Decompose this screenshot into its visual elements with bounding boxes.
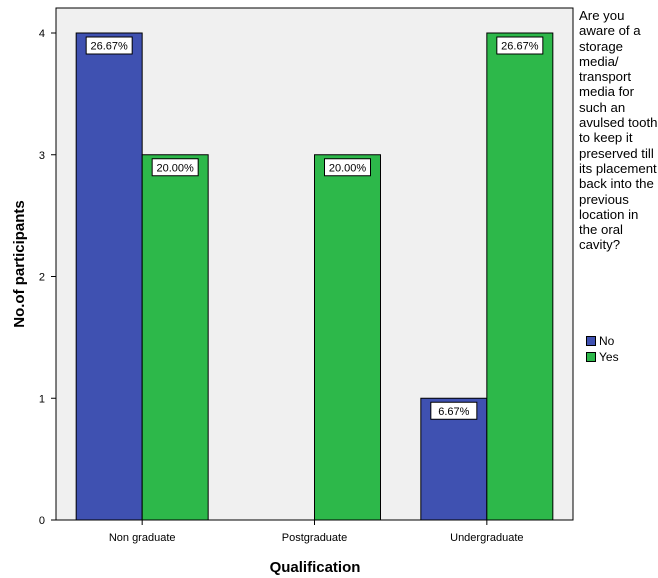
- x-tick-label: Non graduate: [109, 532, 176, 544]
- data-label-box: [496, 36, 544, 55]
- data-label-box: [151, 158, 199, 177]
- x-tick-label: Undergraduate: [450, 532, 523, 544]
- y-axis-title: No.of participants: [11, 200, 28, 328]
- data-label-box: [430, 401, 478, 420]
- data-label: 20.00%: [157, 162, 195, 174]
- y-tick-label: 2: [39, 272, 45, 284]
- x-axis-title: Qualification: [270, 559, 361, 576]
- bar-yes: [314, 154, 381, 521]
- bar-yes: [486, 32, 554, 521]
- data-label-box: [85, 36, 133, 55]
- legend-item-no: No: [586, 333, 619, 349]
- data-label: 26.67%: [91, 41, 129, 53]
- y-tick-label: 4: [39, 28, 45, 40]
- bar-no: [75, 32, 143, 521]
- y-tick-label: 3: [39, 150, 45, 162]
- legend-label-no: No: [599, 334, 615, 348]
- bar-yes: [141, 154, 209, 521]
- data-labels: 26.67% 20.00% 20.00% 6.67% 26.67%: [85, 36, 544, 420]
- data-label-box: [324, 158, 371, 177]
- legend-item-yes: Yes: [586, 349, 619, 365]
- legend-swatch-no: [586, 336, 596, 346]
- legend: No Yes: [586, 333, 619, 365]
- bars: [75, 32, 554, 521]
- data-label: 6.67%: [438, 406, 469, 418]
- data-label: 20.00%: [329, 162, 367, 174]
- legend-title: Are you aware of a storage media/ transp…: [579, 8, 658, 253]
- x-axis: Non graduate Postgraduate Undergraduate: [109, 520, 524, 544]
- y-tick-label: 1: [39, 393, 45, 405]
- x-tick-label: Postgraduate: [282, 532, 347, 544]
- y-axis: 0 1 2 3 4: [39, 28, 56, 527]
- data-label: 26.67%: [501, 41, 539, 53]
- legend-swatch-yes: [586, 352, 596, 362]
- legend-label-yes: Yes: [599, 350, 619, 364]
- y-tick-label: 0: [39, 515, 45, 527]
